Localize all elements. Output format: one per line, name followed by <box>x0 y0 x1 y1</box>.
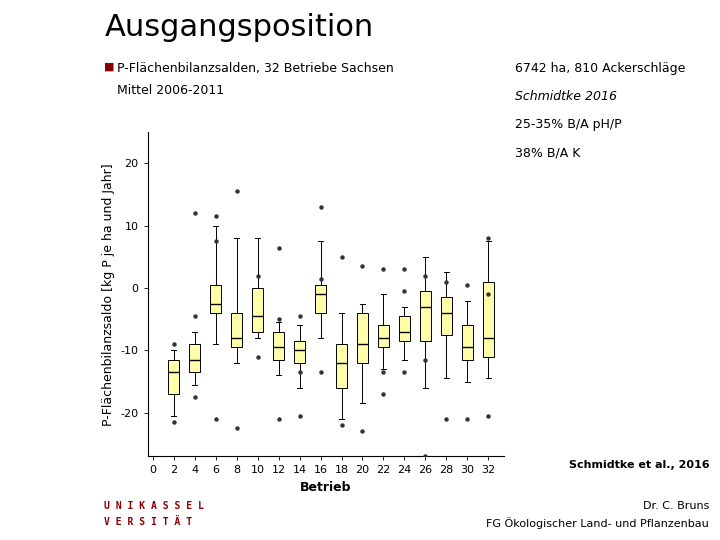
Ellipse shape <box>4 126 62 165</box>
FancyBboxPatch shape <box>273 332 284 360</box>
Ellipse shape <box>9 52 74 132</box>
Text: U N I K A S S E L: U N I K A S S E L <box>104 501 204 511</box>
Text: Schmidtke et al., 2016: Schmidtke et al., 2016 <box>569 460 709 470</box>
Text: 6742 ha, 810 Ackerschläge: 6742 ha, 810 Ackerschläge <box>515 62 685 75</box>
Ellipse shape <box>9 213 58 273</box>
Text: 25-35% B/A pH/P: 25-35% B/A pH/P <box>515 118 621 131</box>
FancyBboxPatch shape <box>441 298 452 335</box>
Ellipse shape <box>6 361 76 416</box>
Ellipse shape <box>13 0 61 88</box>
Text: Mittel 2006-2011: Mittel 2006-2011 <box>117 84 225 97</box>
Ellipse shape <box>13 439 78 533</box>
FancyBboxPatch shape <box>420 291 431 341</box>
FancyBboxPatch shape <box>189 344 200 372</box>
Ellipse shape <box>9 170 83 219</box>
Y-axis label: P-Flächenbilanzsaldo [kg P je ha und Jahr]: P-Flächenbilanzsaldo [kg P je ha und Jah… <box>102 163 115 426</box>
Text: 38% B/A K: 38% B/A K <box>515 146 580 159</box>
FancyBboxPatch shape <box>315 285 326 313</box>
Ellipse shape <box>9 259 74 325</box>
FancyBboxPatch shape <box>336 344 347 388</box>
FancyBboxPatch shape <box>462 326 473 360</box>
FancyBboxPatch shape <box>210 285 221 313</box>
FancyBboxPatch shape <box>231 313 242 347</box>
Text: ■: ■ <box>104 62 118 72</box>
FancyBboxPatch shape <box>252 288 264 332</box>
FancyBboxPatch shape <box>399 316 410 341</box>
Text: Schmidtke 2016: Schmidtke 2016 <box>515 90 617 103</box>
Text: V E R S I T Ä T: V E R S I T Ä T <box>104 517 192 528</box>
FancyBboxPatch shape <box>294 341 305 363</box>
FancyBboxPatch shape <box>378 326 389 347</box>
Text: P-Flächenbilanzsalden, 32 Betriebe Sachsen: P-Flächenbilanzsalden, 32 Betriebe Sachs… <box>117 62 394 75</box>
FancyBboxPatch shape <box>168 360 179 394</box>
Ellipse shape <box>9 413 58 462</box>
FancyBboxPatch shape <box>483 282 494 356</box>
X-axis label: Betrieb: Betrieb <box>300 481 351 494</box>
Text: Dr. C. Bruns
FG Ökologischer Land- und Pflanzenbau: Dr. C. Bruns FG Ökologischer Land- und P… <box>487 501 709 529</box>
FancyBboxPatch shape <box>357 313 368 363</box>
Ellipse shape <box>9 300 66 381</box>
Text: Ausgangsposition: Ausgangsposition <box>104 14 374 43</box>
